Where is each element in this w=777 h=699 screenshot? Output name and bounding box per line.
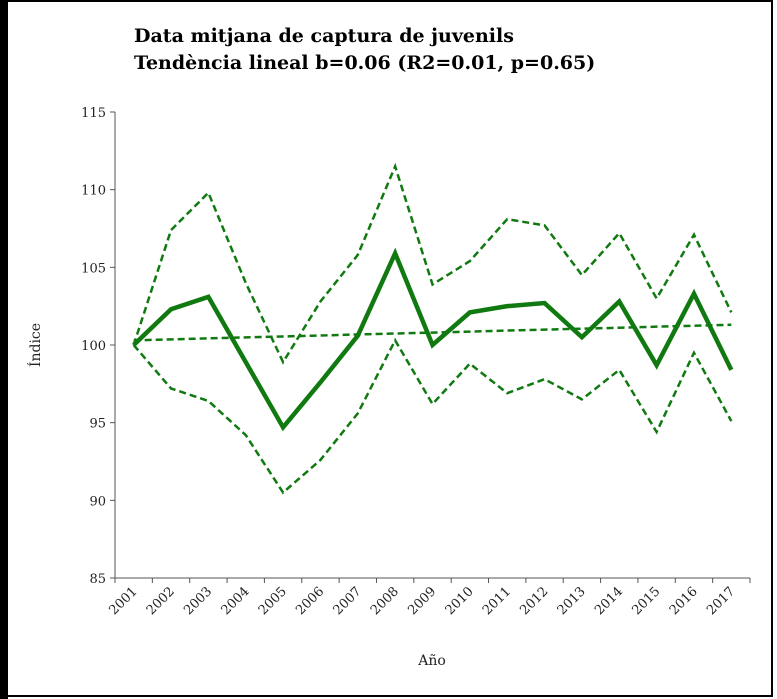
x-tick-label: 2013	[555, 584, 589, 618]
x-tick-label: 2001	[106, 584, 140, 618]
line-series	[132, 337, 733, 495]
x-tick-label: 2005	[256, 584, 290, 618]
line-series	[132, 247, 734, 432]
frame-edge	[0, 0, 8, 699]
x-tick-label: 2016	[667, 584, 701, 618]
y-tick-label: 100	[81, 339, 106, 354]
x-tick-label: 2002	[144, 584, 178, 618]
chart-subtitle: Tendència lineal b=0.06 (R2=0.01, p=0.65…	[134, 52, 595, 74]
y-axis-label: Índice	[26, 323, 44, 367]
y-tick-label: 115	[81, 106, 106, 121]
x-tick-label: 2017	[704, 584, 738, 618]
y-tick-label: 95	[89, 417, 106, 432]
y-tick-label: 110	[81, 184, 106, 199]
y-tick-label: 85	[89, 572, 106, 587]
x-tick-label: 2011	[480, 584, 514, 618]
x-tick-label: 2008	[368, 584, 402, 618]
x-tick-label: 2009	[405, 584, 439, 618]
y-tick-label: 90	[89, 494, 106, 509]
x-axis-label: Año	[417, 653, 446, 669]
x-tick-label: 2006	[293, 584, 327, 618]
x-tick-label: 2007	[331, 584, 365, 618]
chart-title: Data mitjana de captura de juvenils	[134, 25, 514, 47]
x-tick-label: 2003	[181, 584, 215, 618]
x-tick-label: 2015	[629, 584, 663, 618]
line-series	[132, 162, 733, 365]
x-tick-label: 2004	[219, 584, 253, 618]
x-tick-label: 2010	[443, 584, 477, 618]
x-tick-label: 2012	[517, 584, 551, 618]
x-tick-label: 2014	[592, 584, 626, 618]
y-tick-label: 105	[81, 261, 106, 276]
line-series	[133, 323, 732, 342]
